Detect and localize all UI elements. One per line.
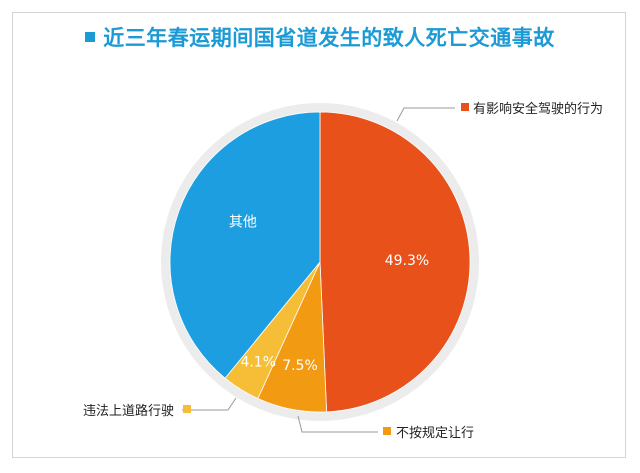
legend-label-1: 不按规定让行 bbox=[396, 426, 474, 441]
title-square-icon bbox=[85, 32, 96, 42]
chart-title-text: 近三年春运期间国省道发生的致人死亡交通事故 bbox=[103, 26, 555, 50]
legend-label-0: 有影响安全驾驶的行为 bbox=[473, 101, 603, 117]
legend-swatch-0 bbox=[461, 103, 469, 111]
legend-label-2: 违法上道路行驶 bbox=[83, 403, 174, 419]
callout-line-1 bbox=[297, 415, 378, 433]
pie-slice-3 bbox=[169, 111, 321, 379]
chart-title: 近三年春运期间国省道发生的致人死亡交通事故 bbox=[0, 22, 640, 52]
legend-swatch-2 bbox=[183, 405, 191, 413]
slice-data-label-3: 其他 bbox=[229, 215, 257, 231]
callout-line-2 bbox=[182, 397, 237, 411]
legend-swatch-1 bbox=[383, 427, 391, 435]
slice-data-label-2: 4.1% bbox=[240, 354, 276, 370]
slice-data-label-0: 49.3% bbox=[385, 253, 429, 269]
pie-slice-0 bbox=[319, 111, 471, 413]
slice-data-label-1: 7.5% bbox=[282, 358, 318, 374]
callout-line-0 bbox=[396, 107, 455, 122]
